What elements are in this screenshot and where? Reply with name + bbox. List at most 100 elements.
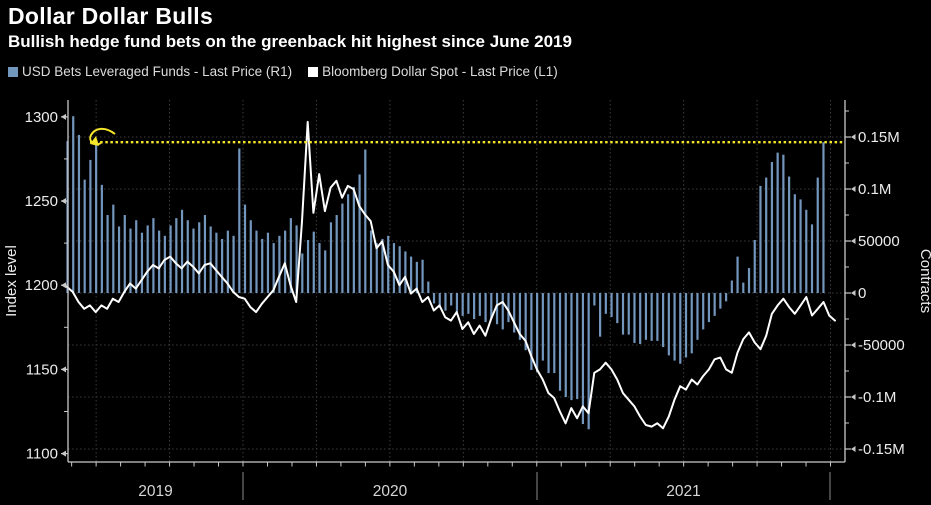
left-tick-arrow-icon	[61, 282, 66, 289]
usd-bets-bar	[427, 281, 430, 294]
legend-item-dollar-spot: Bloomberg Dollar Spot - Last Price (L1)	[308, 64, 558, 79]
legend-label-usd-bets: USD Bets Leveraged Funds - Last Price (R…	[22, 64, 293, 79]
usd-bets-bar	[135, 220, 138, 294]
usd-bets-bar	[123, 215, 126, 294]
usd-bets-bar	[381, 238, 384, 294]
right-axis-tick-label: 0	[858, 285, 866, 302]
usd-bets-bar	[261, 238, 264, 294]
left-tick-arrow-icon	[61, 113, 66, 120]
right-tick-arrow-icon	[851, 134, 856, 141]
right-axis-tick-label: -50000	[858, 337, 905, 354]
usd-bets-bar	[736, 256, 739, 294]
usd-bets-bar	[725, 293, 728, 302]
usd-bets-bar	[684, 293, 688, 358]
usd-bets-bar	[301, 253, 304, 294]
usd-bets-bar	[129, 228, 132, 294]
usd-bets-bar	[347, 194, 350, 294]
usd-bets-bar	[89, 159, 92, 294]
dollar-spot-line-series	[66, 120, 836, 430]
year-label: 2019	[138, 483, 172, 500]
left-axis-title: Index level	[3, 245, 20, 317]
plot-area[interactable]	[68, 100, 845, 462]
year-label: 2021	[666, 483, 700, 500]
left-tick-arrow-icon	[61, 366, 66, 373]
usd-bets-bar	[341, 203, 344, 294]
usd-bets-bar	[547, 293, 550, 374]
usd-bets-bar	[192, 228, 195, 294]
usd-bets-bar	[284, 230, 287, 294]
usd-bets-bar	[770, 161, 774, 294]
right-tick-arrow-icon	[851, 394, 856, 401]
year-label: 2020	[373, 483, 408, 500]
usd-bets-bar	[656, 293, 659, 341]
chart-legend: USD Bets Leveraged Funds - Last Price (R…	[8, 64, 558, 79]
usd-bets-bar	[753, 239, 756, 294]
usd-bets-bar	[507, 293, 510, 323]
usd-bets-bar	[484, 293, 487, 323]
usd-bets-bar	[158, 230, 161, 294]
usd-bets-bar	[501, 293, 504, 330]
usd-bets-bar	[536, 293, 539, 373]
usd-bets-bar	[112, 204, 115, 294]
usd-bets-bar	[702, 293, 705, 330]
usd-bets-bar	[306, 239, 310, 294]
usd-bets-bar	[782, 154, 785, 294]
usd-bets-bar	[404, 251, 407, 294]
left-tick-arrow-icon	[61, 198, 66, 205]
right-axis-tick-label: 0.15M	[858, 129, 900, 146]
usd-bets-bar	[495, 293, 499, 325]
usd-bets-bar	[95, 143, 98, 294]
usd-bets-bar	[209, 226, 212, 294]
usd-bets-bar	[616, 293, 619, 324]
usd-bets-bar	[639, 293, 642, 344]
usd-bets-bar	[432, 293, 436, 304]
usd-bets-bar	[633, 293, 636, 343]
usd-bets-bar	[810, 224, 814, 294]
usd-bets-bar	[599, 293, 602, 337]
usd-bets-bar	[117, 226, 121, 294]
usd-bets-bar	[421, 259, 424, 294]
right-tick-arrow-icon	[851, 186, 856, 193]
usd-bets-bar	[707, 293, 711, 323]
usd-bets-bar	[272, 243, 275, 294]
usd-bets-bar	[553, 293, 556, 374]
usd-bets-bar	[747, 268, 751, 294]
usd-bets-bar	[564, 293, 567, 398]
right-axis-title: Contracts	[917, 249, 931, 313]
usd-bets-bar	[335, 215, 338, 294]
usd-bets-bar	[467, 293, 470, 314]
usd-bets-bar	[604, 293, 607, 314]
dollar-spot-line	[66, 120, 836, 430]
usd-bets-bar	[198, 222, 201, 294]
usd-bets-bar	[610, 293, 613, 317]
chart-title: Dollar Dollar Bulls	[8, 3, 214, 29]
usd-bets-bar	[415, 261, 418, 294]
usd-bets-bar	[169, 225, 172, 294]
usd-bets-bar	[662, 293, 665, 348]
usd-bets-bar	[690, 293, 693, 354]
usd-bets-bar	[530, 293, 533, 370]
usd-bets-bar	[593, 293, 596, 306]
usd-bets-bar	[450, 293, 453, 306]
usd-bets-bar	[369, 230, 373, 294]
usd-bets-bar	[398, 246, 401, 294]
dollar-spot-swatch-icon	[308, 66, 319, 77]
usd-bets-bar	[186, 220, 189, 294]
usd-bets-bar	[473, 293, 476, 320]
left-axis-tick-label: 1100	[26, 446, 58, 463]
usd-bets-bar	[513, 293, 516, 333]
usd-bets-bar	[679, 293, 682, 364]
usd-bets-bar	[215, 232, 218, 294]
usd-bets-bar	[650, 293, 653, 341]
usd-bets-bar	[232, 235, 235, 294]
usd-bets-bar-series	[66, 116, 825, 430]
usd-bets-bar	[742, 282, 745, 294]
usd-bets-bar	[570, 293, 573, 401]
usd-bets-bar	[444, 293, 447, 311]
usd-bets-bar	[644, 293, 648, 340]
left-axis-tick-label: 1250	[25, 193, 58, 210]
right-axis-tick-label: -0.1M	[858, 389, 896, 406]
usd-bets-bar	[289, 218, 292, 294]
usd-bets-bar	[524, 293, 527, 351]
legend-item-usd-bets: USD Bets Leveraged Funds - Last Price (R…	[8, 64, 292, 79]
